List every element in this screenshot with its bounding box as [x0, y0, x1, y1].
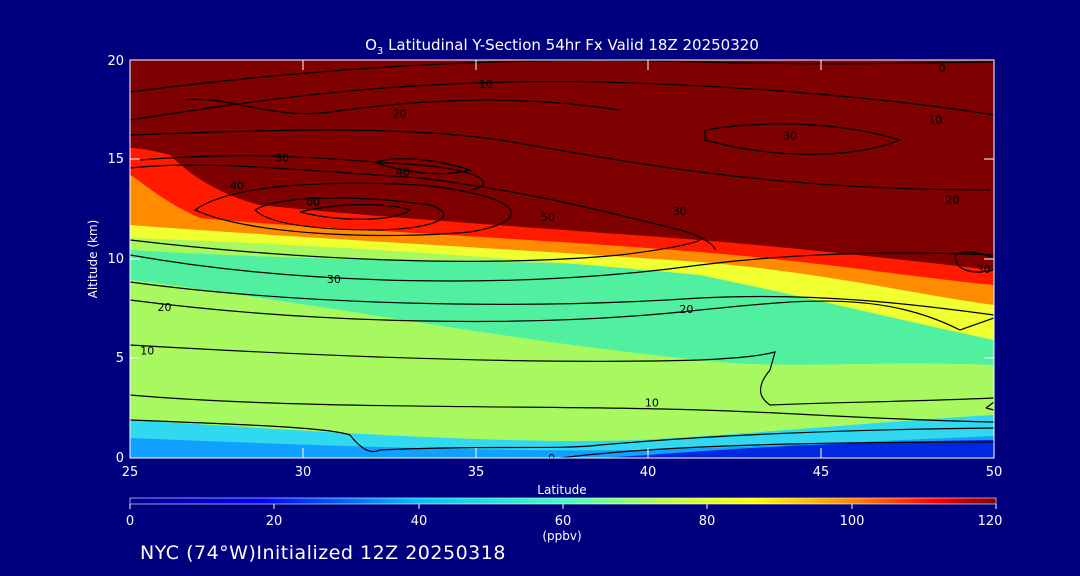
x-tick-labels: 25 30 35 40 45 50 [122, 465, 1003, 480]
run-info-footer: NYC (74°W)Initialized 12Z 20250318 [140, 542, 506, 564]
colorbar-tick-label: 60 [555, 514, 572, 529]
colorbar-ticks [129, 504, 997, 509]
contour-label: 20 [158, 301, 172, 314]
contour-label: 30 [275, 152, 289, 165]
title-rest: Latitudinal Y-Section 54hr Fx Valid 18Z … [383, 36, 759, 54]
field-band-deep [600, 440, 994, 458]
contour-label: 50 [541, 211, 555, 224]
contour-label: 40 [396, 165, 410, 178]
x-tick-label: 30 [295, 465, 312, 480]
plot-area [130, 60, 994, 458]
x-axis-ticks [129, 60, 995, 458]
colorbar-tick-label: 40 [411, 514, 428, 529]
contour-label: 30 [673, 205, 687, 218]
y-axis-label: Altitude (km) [86, 220, 100, 299]
contour-label: 20 [679, 303, 693, 316]
contour-label: 20 [393, 108, 407, 121]
chart-title: O3 Latitudinal Y-Section 54hr Fx Valid 1… [365, 36, 759, 57]
x-tick-label: 35 [468, 465, 485, 480]
colorbar-tick-labels: 0 20 40 60 80 100 120 [126, 514, 1003, 529]
y-tick-label: 15 [107, 152, 124, 167]
colorbar-tick-label: 100 [840, 514, 865, 529]
x-axis-label: Latitude [537, 483, 586, 497]
y-tick-label: 0 [116, 451, 124, 466]
colorbar-unit: (ppbv) [542, 529, 581, 543]
contour-label: 30 [977, 263, 991, 276]
colorbar-tick-label: 80 [699, 514, 716, 529]
x-tick-label: 45 [813, 465, 830, 480]
y-tick-labels: 0 5 10 15 20 [107, 54, 124, 466]
title-subscript: 3 [377, 46, 383, 57]
contour-label: 10 [479, 78, 493, 91]
y-axis-ticks [130, 59, 994, 459]
contour-label: 0 [939, 62, 946, 75]
title-species: O [365, 36, 377, 54]
contour-label: 10 [928, 114, 942, 127]
colorbar-tick-label: 0 [126, 514, 134, 529]
y-tick-label: 20 [107, 54, 124, 69]
y-tick-label: 5 [116, 351, 124, 366]
y-tick-label: 10 [107, 252, 124, 267]
contour-lines [130, 60, 994, 458]
contour-label: 30 [327, 273, 341, 286]
x-tick-label: 50 [986, 465, 1003, 480]
contour-label: 20 [946, 193, 960, 206]
colorbar [129, 497, 997, 505]
colorbar-tick-label: 20 [266, 514, 283, 529]
field-stratosphere [130, 60, 994, 270]
x-tick-label: 25 [122, 465, 139, 480]
contour-label: 60 [306, 195, 320, 208]
x-tick-label: 40 [640, 465, 657, 480]
contour-label: 10 [140, 345, 154, 358]
colorbar-tick-label: 120 [978, 514, 1003, 529]
contour-label: 10 [645, 396, 659, 409]
contour-label: 30 [783, 130, 797, 143]
contour-label: 40 [230, 179, 244, 192]
